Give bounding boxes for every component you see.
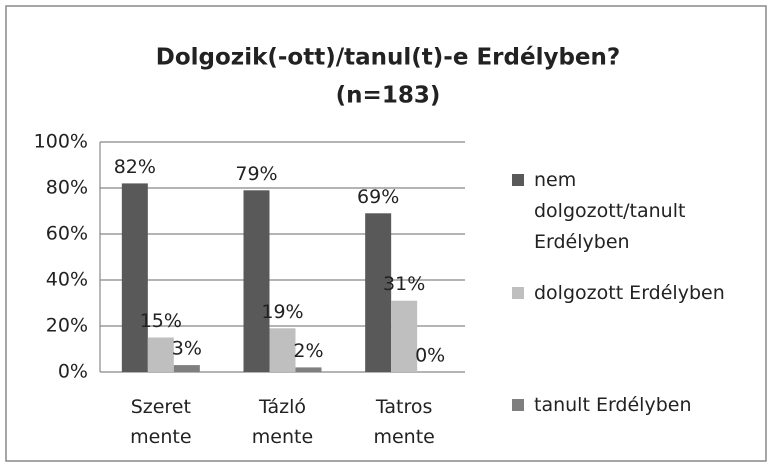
y-tick-label: 20% <box>46 315 88 337</box>
legend-swatch <box>512 399 524 411</box>
data-label: 69% <box>357 186 399 208</box>
bar <box>121 183 148 372</box>
bar <box>147 337 174 372</box>
data-label: 79% <box>235 163 277 185</box>
chart-title: Dolgozik(-ott)/tanul(t)-e Erdélyben? <box>156 45 620 71</box>
x-tick-label: Tatros mente <box>373 396 435 448</box>
legend-item: tanult Erdélyben <box>512 390 762 421</box>
bar <box>365 213 392 372</box>
legend-item: dolgozott Erdélyben <box>512 278 762 309</box>
legend-swatch <box>512 287 524 299</box>
data-label: 0% <box>415 345 445 367</box>
legend-label: tanult Erdélyben <box>534 394 692 416</box>
bar <box>243 190 270 372</box>
legend-swatch <box>512 174 524 186</box>
data-label: 3% <box>172 338 202 360</box>
legend-label: dolgozott Erdélyben <box>534 282 725 304</box>
data-label: 19% <box>261 301 303 323</box>
data-label: 31% <box>383 273 425 295</box>
bar <box>391 300 418 372</box>
x-tick-label: Szeret mente <box>130 396 192 448</box>
x-tick-label: Tázló mente <box>251 396 314 448</box>
y-tick-label: 100% <box>34 131 88 153</box>
y-tick-label: 80% <box>46 177 88 199</box>
y-tick-label: 60% <box>46 223 88 245</box>
bar <box>269 328 296 372</box>
legend-label: nem dolgozott/tanult Erdélyben <box>534 169 686 253</box>
bar <box>295 367 322 372</box>
y-tick-label: 40% <box>46 269 88 291</box>
data-label: 82% <box>114 156 156 178</box>
data-label: 15% <box>140 310 182 332</box>
data-label: 2% <box>293 340 323 362</box>
chart-subtitle: (n=183) <box>336 83 441 109</box>
legend-item: nem dolgozott/tanult Erdélyben <box>512 165 762 258</box>
bar <box>173 365 200 372</box>
y-tick-label: 0% <box>58 361 88 383</box>
